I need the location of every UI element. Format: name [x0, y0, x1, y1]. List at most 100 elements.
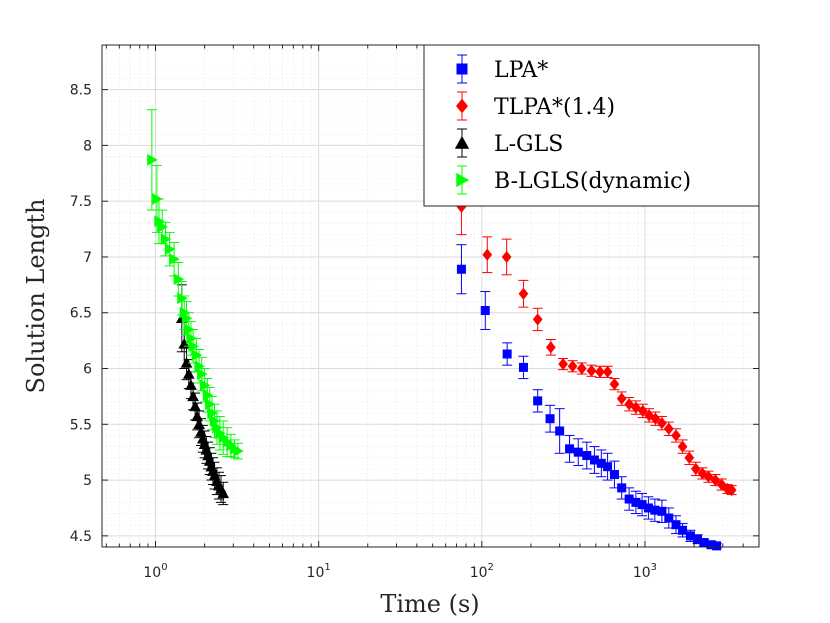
- data-point: [690, 462, 701, 475]
- x-tick-label: 103: [633, 562, 657, 581]
- data-point: [657, 417, 667, 430]
- data-point: [182, 368, 195, 379]
- data-point: [643, 503, 653, 513]
- data-point: [710, 473, 721, 487]
- data-point: [185, 379, 197, 390]
- y-tick-label: 4.5: [70, 529, 92, 545]
- legend-entry: B-LGLS(dynamic): [456, 165, 691, 195]
- x-tick-exponent: 3: [651, 562, 657, 573]
- data-point: [712, 541, 722, 551]
- data-point: [164, 243, 176, 255]
- data-point: [637, 404, 648, 417]
- y-tick-label: 7: [83, 250, 92, 266]
- data-point: [456, 200, 467, 213]
- data-point: [147, 154, 158, 166]
- data-point: [518, 287, 529, 300]
- data-point: [726, 484, 737, 497]
- y-tick-label: 5: [83, 473, 92, 489]
- y-tick-label: 8.5: [70, 83, 92, 99]
- data-point: [631, 401, 641, 414]
- data-point: [532, 313, 543, 326]
- series-lpa-: [456, 244, 722, 551]
- legend-entry: L-GLS: [454, 128, 563, 158]
- data-point: [501, 250, 512, 264]
- data-point: [480, 306, 490, 316]
- data-point: [189, 400, 202, 412]
- data-point: [567, 360, 578, 373]
- legend-marker: [454, 135, 470, 149]
- data-point: [502, 349, 512, 359]
- data-point: [650, 505, 660, 515]
- data-point: [671, 520, 681, 530]
- data-point: [177, 292, 188, 305]
- y-tick-label: 5.5: [70, 417, 92, 433]
- data-point: [678, 525, 688, 535]
- y-axis-title: Solution Length: [22, 199, 50, 394]
- y-tick-label: 6: [83, 362, 92, 378]
- data-point: [706, 540, 716, 550]
- x-tick-label: 100: [143, 562, 167, 581]
- x-tick-exponent: 0: [161, 562, 167, 573]
- series-b-lgls-dynamic-: [146, 109, 244, 460]
- data-point: [685, 531, 695, 541]
- data-point: [193, 418, 205, 429]
- data-point: [188, 340, 199, 353]
- legend-label: L-GLS: [494, 132, 563, 157]
- x-tick-base: 10: [633, 565, 651, 581]
- data-point: [677, 440, 688, 453]
- data-point: [586, 364, 597, 377]
- data-point: [180, 357, 193, 368]
- data-point: [217, 487, 230, 499]
- data-layer: [146, 109, 737, 551]
- data-point: [518, 362, 528, 372]
- data-point: [199, 379, 211, 392]
- data-point: [603, 462, 613, 472]
- data-point: [663, 422, 674, 435]
- data-point: [602, 365, 613, 378]
- data-point: [197, 368, 208, 380]
- data-point: [617, 483, 627, 493]
- data-point: [154, 215, 165, 228]
- data-point: [699, 538, 709, 548]
- data-point: [195, 426, 207, 437]
- data-point: [555, 426, 565, 436]
- data-point: [657, 506, 667, 516]
- data-point: [650, 412, 661, 425]
- data-point: [684, 451, 695, 464]
- data-point: [191, 349, 203, 361]
- data-point: [609, 378, 620, 391]
- y-tick-label: 8: [83, 138, 92, 154]
- data-point: [596, 458, 606, 468]
- legend-marker: [456, 98, 468, 114]
- data-point: [716, 478, 727, 491]
- data-point: [573, 447, 583, 457]
- data-point: [609, 469, 619, 479]
- data-point: [624, 494, 634, 504]
- data-point: [545, 414, 555, 424]
- x-tick-exponent: 1: [324, 562, 330, 573]
- data-point: [157, 220, 169, 233]
- data-point: [565, 444, 575, 454]
- data-point: [233, 445, 244, 457]
- data-point: [546, 341, 556, 354]
- y-tick-label: 7.5: [70, 194, 92, 210]
- legend-box: [423, 44, 760, 207]
- data-point: [637, 500, 647, 510]
- series-l-gls: [175, 284, 230, 506]
- data-point: [616, 392, 627, 405]
- legend-entry: TLPA*(1.4): [456, 91, 615, 121]
- data-point: [202, 389, 214, 402]
- data-point: [169, 253, 180, 266]
- legend-label: TLPA*(1.4): [494, 95, 615, 120]
- data-point: [595, 365, 605, 378]
- data-point: [212, 421, 223, 434]
- legend-marker: [456, 172, 470, 188]
- y-tick-label: 6.5: [70, 306, 92, 322]
- data-point: [482, 248, 493, 261]
- x-tick-base: 10: [470, 565, 488, 581]
- x-tick-label: 102: [470, 562, 494, 581]
- x-tick-exponent: 2: [488, 562, 494, 573]
- data-point: [576, 362, 587, 375]
